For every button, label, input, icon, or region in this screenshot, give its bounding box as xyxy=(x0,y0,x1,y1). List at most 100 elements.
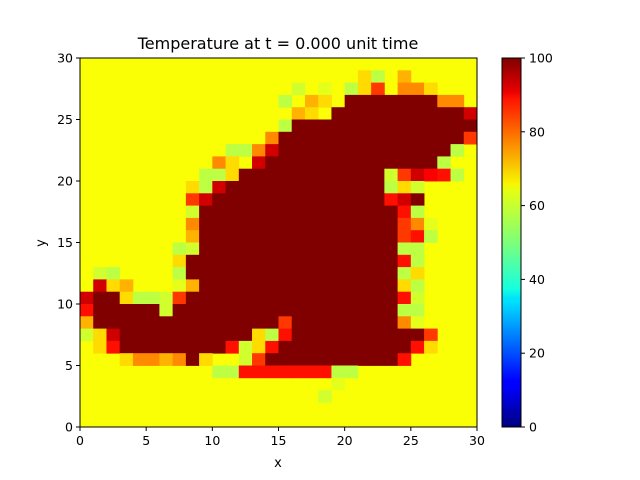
heatmap-cell xyxy=(357,144,372,157)
heatmap-cell xyxy=(199,181,213,194)
heatmap-cell xyxy=(318,205,332,219)
heatmap-cell xyxy=(265,230,279,243)
heatmap-cell xyxy=(265,181,279,194)
heatmap-cell xyxy=(318,316,332,329)
heatmap-cell xyxy=(252,242,266,256)
heatmap-cell xyxy=(225,144,240,157)
heatmap-cell xyxy=(357,131,372,145)
heatmap-cell xyxy=(278,291,293,305)
heatmap-cell xyxy=(410,144,425,157)
heatmap-cell xyxy=(212,181,226,194)
x-axis-ticks: 0 5 10 15 20 25 30 xyxy=(76,427,485,448)
heatmap-cell xyxy=(357,267,372,280)
heatmap-cell xyxy=(410,82,425,96)
heatmap-cell xyxy=(397,340,412,354)
heatmap-cell xyxy=(397,131,412,145)
heatmap-cell xyxy=(265,353,279,366)
heatmap-cell xyxy=(384,328,398,342)
heatmap-cell xyxy=(225,304,240,317)
heatmap-cell xyxy=(384,291,398,305)
heatmap-cell xyxy=(304,353,319,366)
heatmap-cell xyxy=(397,328,412,342)
heatmap-cell xyxy=(397,279,412,293)
heatmap-cell xyxy=(357,193,372,206)
heatmap-cell xyxy=(278,365,293,379)
heatmap-cell xyxy=(185,217,200,231)
heatmap-cell xyxy=(265,316,279,329)
heatmap-cell xyxy=(410,291,425,305)
heatmap-cell xyxy=(278,353,293,366)
heatmap-cell xyxy=(225,267,240,280)
heatmap-cell xyxy=(278,193,293,206)
heatmap-cell xyxy=(357,304,372,317)
heatmap-cell xyxy=(93,304,107,317)
heatmap-cell xyxy=(291,242,306,256)
heatmap-cell xyxy=(265,156,279,170)
heatmap-cell xyxy=(106,328,121,342)
heatmap-cell xyxy=(357,119,372,133)
heatmap-cell xyxy=(450,94,465,108)
heatmap-cell xyxy=(304,316,319,329)
heatmap-cell xyxy=(344,340,359,354)
heatmap-cell xyxy=(252,353,266,366)
x-tick-label: 10 xyxy=(204,433,220,448)
heatmap-cell xyxy=(424,119,438,133)
heatmap-cell xyxy=(318,94,332,108)
heatmap-cell xyxy=(410,168,425,182)
heatmap-cell xyxy=(304,168,319,182)
heatmap-cell xyxy=(304,156,319,170)
x-tick-label: 15 xyxy=(271,433,287,448)
heatmap-cell xyxy=(318,193,332,206)
heatmap-cell xyxy=(410,340,425,354)
heatmap-cell xyxy=(278,340,293,354)
heatmap-cell xyxy=(410,242,425,256)
heatmap-cell xyxy=(225,181,240,194)
heatmap-cell xyxy=(344,193,359,206)
heatmap-cell xyxy=(291,279,306,293)
heatmap-cell xyxy=(225,205,240,219)
heatmap-cell xyxy=(437,144,451,157)
heatmap-cell xyxy=(318,144,332,157)
heatmap-cell xyxy=(371,144,385,157)
heatmap-cell xyxy=(371,217,385,231)
heatmap-cell xyxy=(252,230,266,243)
heatmap-cell xyxy=(304,131,319,145)
heatmap-cell xyxy=(331,304,346,317)
heatmap-cell xyxy=(344,82,359,96)
heatmap-cell xyxy=(384,205,398,219)
heatmap-cell xyxy=(318,230,332,243)
heatmap-cell xyxy=(106,304,121,317)
heatmap-cell xyxy=(212,328,226,342)
heatmap-cell xyxy=(132,316,147,329)
heatmap-cell xyxy=(331,377,346,391)
heatmap-cell xyxy=(357,230,372,243)
heatmap-cell xyxy=(291,107,306,120)
heatmap-cell xyxy=(318,254,332,268)
heatmap-cell xyxy=(172,254,187,268)
colorbar xyxy=(501,57,522,428)
heatmap-cell xyxy=(212,242,226,256)
heatmap-cell xyxy=(397,205,412,219)
heatmap-cell xyxy=(331,131,346,145)
heatmap-cell xyxy=(331,181,346,194)
heatmap-cell xyxy=(159,353,174,366)
heatmap-cell xyxy=(357,328,372,342)
heatmap-cell xyxy=(344,291,359,305)
heatmap-cell xyxy=(291,193,306,206)
heatmap-cell xyxy=(410,328,425,342)
heatmap-cell xyxy=(212,205,226,219)
heatmap-cell xyxy=(185,267,200,280)
heatmap-cell xyxy=(384,340,398,354)
heatmap-cell xyxy=(185,230,200,243)
heatmap-cell xyxy=(252,254,266,268)
heatmap-cell xyxy=(384,217,398,231)
heatmap-cell xyxy=(278,168,293,182)
heatmap-cell xyxy=(304,365,319,379)
heatmap-cell xyxy=(291,365,306,379)
heatmap-cell xyxy=(278,230,293,243)
heatmap-cell xyxy=(344,316,359,329)
heatmap-cell xyxy=(291,267,306,280)
heatmap-cell xyxy=(437,156,451,170)
heatmap-cell xyxy=(371,254,385,268)
heatmap-cell xyxy=(185,254,200,268)
